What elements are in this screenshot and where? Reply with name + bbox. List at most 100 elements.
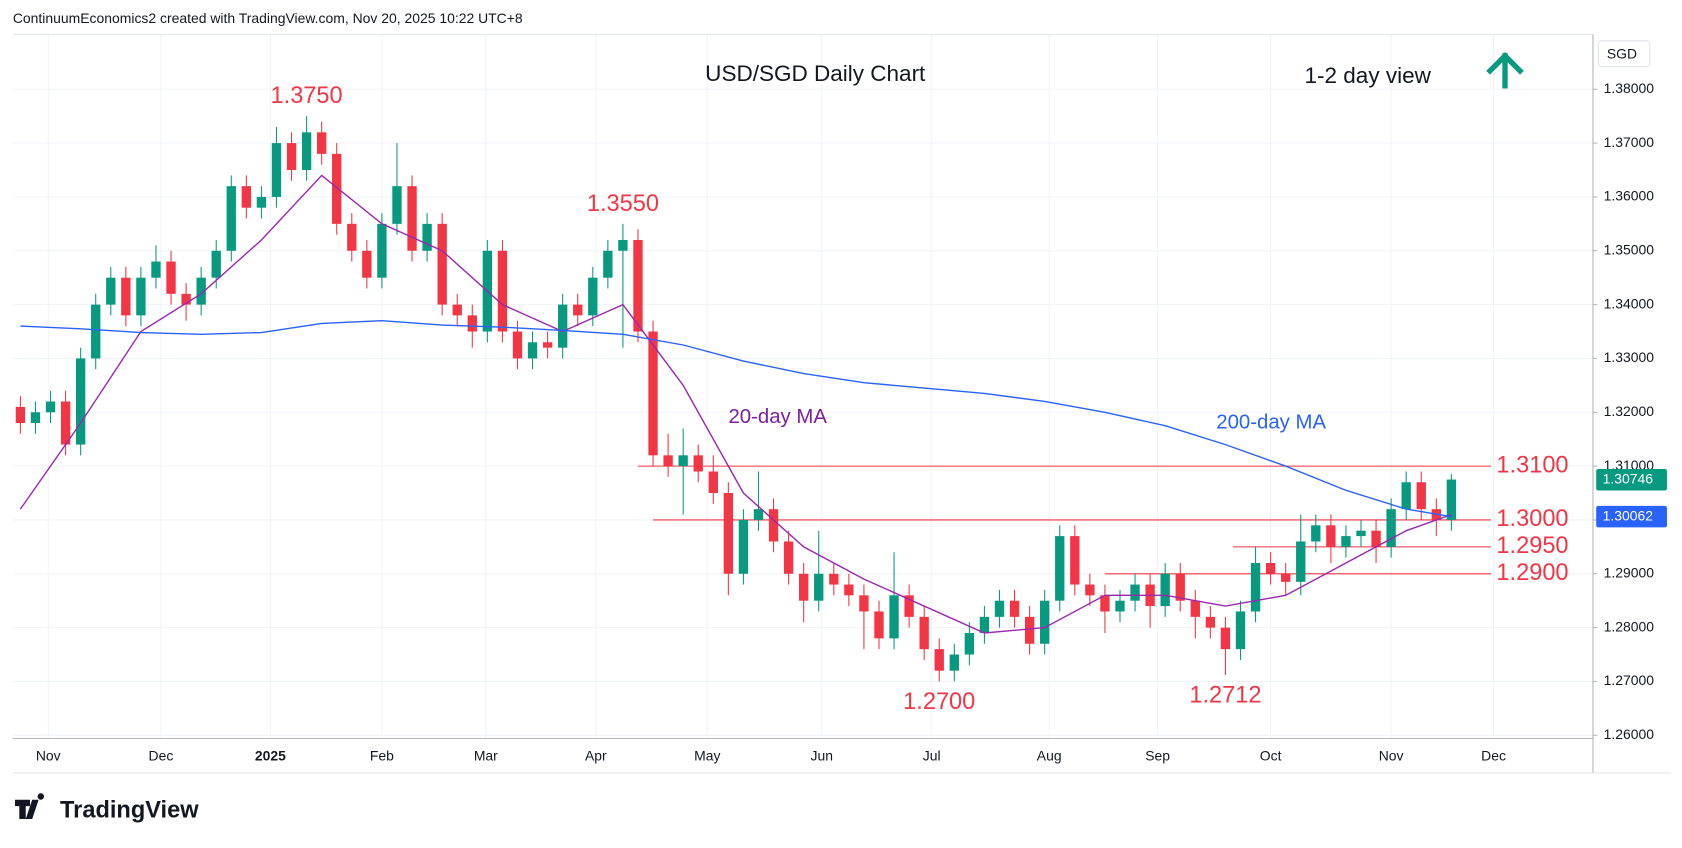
candle-body	[75, 358, 86, 445]
x-tick-label: Nov	[1379, 747, 1404, 763]
annotation: 1.3550	[587, 191, 659, 217]
candle-body	[211, 250, 221, 278]
candle-body	[723, 493, 734, 574]
x-tick-label: Nov	[36, 747, 61, 763]
x-tick-label: Apr	[585, 747, 607, 763]
price-tag-label: 1.30062	[1603, 507, 1654, 523]
candle-body	[407, 186, 417, 251]
x-tick-label: Mar	[474, 747, 498, 763]
candle-body	[799, 573, 809, 601]
candle-body	[1326, 525, 1336, 547]
candle-body	[1190, 600, 1200, 617]
candle-body	[1100, 595, 1110, 612]
y-tick-label: 1.26000	[1604, 726, 1655, 742]
candle-body	[844, 584, 854, 596]
x-tick-label: May	[694, 747, 720, 763]
y-tick-label: 1.29000	[1604, 564, 1655, 580]
candle-body	[166, 261, 176, 294]
candle-body	[1160, 573, 1170, 607]
candle-body	[979, 616, 990, 633]
candle-body	[181, 293, 191, 305]
y-tick-label: 1.27000	[1604, 672, 1655, 688]
candle-body	[377, 223, 387, 278]
currency-box	[1597, 40, 1651, 68]
candle-body	[1356, 530, 1366, 537]
annotation: 1.2712	[1189, 683, 1261, 709]
y-tick-label: 1.33000	[1604, 349, 1655, 365]
x-tick-label: Dec	[1481, 747, 1506, 763]
candle-body	[1235, 611, 1246, 650]
candle-body	[60, 401, 71, 445]
x-tick-label: Sep	[1145, 747, 1170, 763]
currency: SGD	[1607, 45, 1637, 61]
candle-body	[753, 509, 764, 520]
price-tag-label: 1.30746	[1603, 470, 1654, 486]
candle-body	[136, 277, 146, 316]
candle-body	[663, 455, 673, 467]
candle-body	[904, 595, 914, 617]
candle-body	[497, 250, 508, 332]
candle-body	[1085, 584, 1095, 596]
brand-logo	[15, 793, 45, 820]
level-label: 1.2950	[1496, 533, 1568, 559]
candle-body	[332, 153, 342, 224]
candle-body	[573, 304, 583, 316]
candle-body	[1055, 536, 1065, 601]
x-tick-label: Feb	[370, 747, 394, 763]
candle-body	[829, 573, 839, 585]
y-tick-label: 1.37000	[1604, 134, 1655, 150]
y-tick-label: 1.31000	[1604, 457, 1655, 473]
candle-body	[1296, 541, 1306, 582]
candle-body	[738, 519, 749, 574]
y-tick-label: 1.32000	[1604, 403, 1655, 419]
candle-body	[362, 250, 372, 278]
candle-body	[1115, 600, 1125, 612]
price-tag	[1596, 505, 1667, 528]
candle-body	[1311, 525, 1321, 542]
candle-body	[542, 342, 553, 348]
x-tick-label: Jun	[811, 747, 833, 763]
candle-body	[1341, 536, 1351, 547]
candle-body	[106, 277, 116, 305]
candle-body	[814, 573, 824, 601]
plot	[15, 116, 1492, 682]
y-tick-label: 1.34000	[1604, 295, 1655, 311]
candle-body	[783, 541, 794, 574]
candle-body	[949, 654, 959, 671]
candle-body	[1175, 573, 1185, 601]
candle-body	[512, 331, 523, 359]
ma20-label: 20-day MA	[728, 406, 827, 428]
candle-body	[437, 223, 447, 305]
candle-body	[467, 315, 477, 332]
candle-body	[934, 649, 944, 671]
candle-body	[648, 331, 658, 456]
y-tick-label: 1.28000	[1604, 618, 1655, 634]
level-label: 1.3100	[1496, 452, 1568, 478]
ma200-label: 200-day MA	[1216, 411, 1326, 433]
y-tick-label: 1.35000	[1604, 241, 1655, 257]
candle-body	[1281, 573, 1291, 582]
level-label: 1.3000	[1496, 506, 1568, 532]
candle-body	[271, 143, 282, 197]
candle-body	[874, 611, 884, 639]
candle-body	[1250, 563, 1261, 612]
level-label: 1.2900	[1496, 560, 1568, 586]
candle-body	[618, 239, 628, 251]
candle-body	[557, 304, 568, 348]
candle-body	[1205, 616, 1216, 628]
x-tick-label: Dec	[149, 747, 174, 763]
candle-body	[919, 616, 929, 650]
x-tick-label: Oct	[1260, 747, 1282, 763]
brand: TradingView	[15, 793, 199, 824]
candle-body	[678, 455, 688, 467]
candle-body	[45, 401, 56, 413]
x-tick-label: Jul	[923, 747, 941, 763]
candle-body	[422, 223, 432, 251]
candle-body	[1416, 482, 1426, 510]
chart-subtitle: 1-2 day view	[1305, 63, 1432, 88]
candle-body	[708, 471, 718, 494]
candle-body	[1371, 530, 1381, 547]
